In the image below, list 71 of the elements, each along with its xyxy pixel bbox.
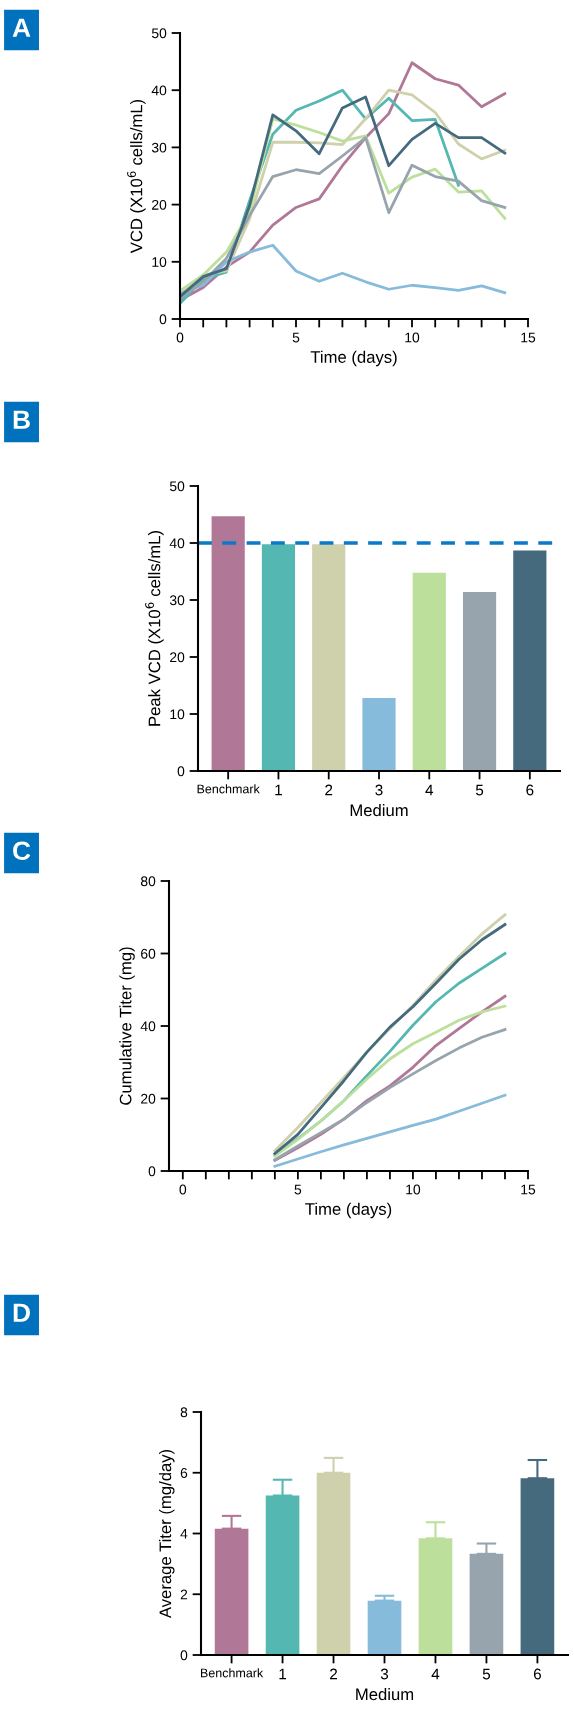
x-tick-label: 2 <box>325 784 333 796</box>
x-tick-label: 4 <box>425 784 434 796</box>
y-tick-label: 80 <box>140 876 156 887</box>
y-tick-label: 60 <box>141 948 156 959</box>
y-tick-label: 30 <box>151 142 167 153</box>
y-tick-label: 8 <box>180 1407 188 1418</box>
x-tick-label: 2 <box>330 1668 338 1680</box>
bar <box>211 516 245 771</box>
y-tick-label: 20 <box>152 199 167 210</box>
bar <box>312 544 346 771</box>
bar <box>412 572 446 771</box>
x-axis-title: Time (days) <box>310 350 397 367</box>
y-tick-label: 2 <box>180 1589 188 1600</box>
x-tick-label: 3 <box>380 1668 389 1680</box>
line-series <box>273 1093 507 1168</box>
y-tick-label: 40 <box>169 538 185 549</box>
y-tick-label: 40 <box>151 85 167 96</box>
y-tick-label: 50 <box>169 481 185 492</box>
bar <box>418 1538 453 1655</box>
y-tick-label: 20 <box>170 652 185 663</box>
x-tick-label: 1 <box>275 784 282 796</box>
x-tick-label: 6 <box>526 784 534 796</box>
bar <box>265 1495 300 1655</box>
y-tick-label: 6 <box>180 1468 188 1478</box>
bar <box>316 1472 351 1655</box>
y-tick-label: 4 <box>180 1528 188 1539</box>
x-tick-label: 3 <box>375 784 383 796</box>
y-tick-label: 0 <box>148 1166 156 1177</box>
y-tick-label: 10 <box>152 257 167 267</box>
bar <box>520 1478 555 1655</box>
y-tick-label: 0 <box>159 314 167 325</box>
y-tick-label: 40 <box>140 1021 156 1032</box>
bar <box>513 550 547 771</box>
bar <box>214 1528 249 1655</box>
x-tick-label: 5 <box>482 1668 491 1680</box>
bar <box>261 544 296 771</box>
x-tick-label: 15 <box>521 1184 536 1195</box>
y-tick-label: 50 <box>151 28 167 39</box>
y-tick-label: 0 <box>180 1650 188 1661</box>
y-axis-title: Peak VCD (X10$^{6}$ cells/mL) <box>145 531 164 726</box>
text: A <box>12 18 31 37</box>
bar <box>367 1600 402 1655</box>
x-tick-label: 5 <box>294 1184 302 1195</box>
x-tick-label: 6 <box>533 1668 541 1680</box>
text: B <box>13 410 30 429</box>
x-tick-label: Benchmark <box>201 1668 264 1678</box>
x-tick-label: 1 <box>279 1668 287 1680</box>
y-tick-label: 0 <box>177 766 185 777</box>
y-axis-title: Average Titer (mg/day) <box>158 1449 175 1619</box>
x-axis-title: Medium <box>350 803 408 817</box>
x-axis-title: Time (days) <box>305 1202 392 1219</box>
y-axis-title: VCD (X10$^{6}$ cells/mL) <box>127 99 146 254</box>
y-tick-label: 30 <box>169 595 185 606</box>
x-tick-label: 4 <box>431 1668 440 1680</box>
text: C <box>13 841 31 861</box>
x-tick-label: Benchmark <box>197 784 260 794</box>
bar <box>362 698 396 771</box>
x-tick-label: 10 <box>406 1184 421 1195</box>
y-axis-title: Cumulative Titer (mg) <box>119 947 135 1105</box>
line-series <box>273 1028 507 1162</box>
text: D <box>13 1303 30 1322</box>
x-tick-label: 10 <box>405 332 420 343</box>
x-tick-label: 5 <box>292 332 300 343</box>
bar <box>469 1553 504 1655</box>
bar <box>462 592 497 771</box>
y-tick-label: 20 <box>141 1093 156 1104</box>
x-tick-label: 5 <box>475 784 484 796</box>
x-tick-label: 15 <box>521 332 536 343</box>
line-series <box>180 243 507 295</box>
x-axis-title: Medium <box>356 1687 414 1701</box>
y-tick-label: 10 <box>170 709 185 720</box>
